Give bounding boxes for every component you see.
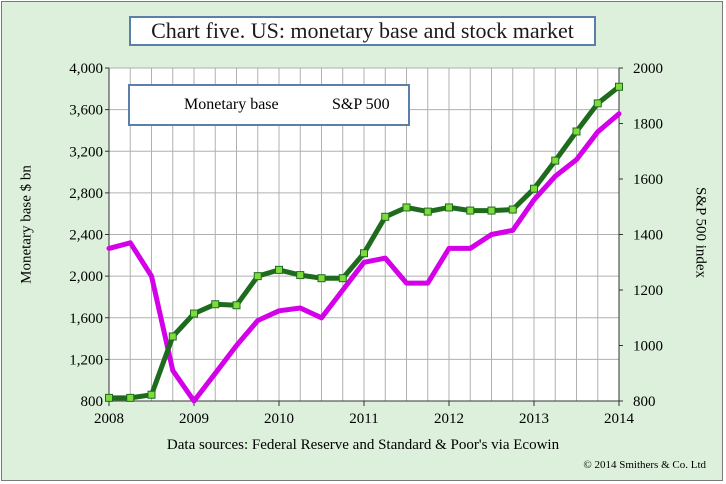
data-point-monetary-base — [275, 265, 283, 274]
y-tick-label-left: 4,000 — [69, 61, 103, 77]
y-tick-label-left: 3,600 — [69, 103, 103, 119]
y-tick-label-right: 2000 — [633, 61, 663, 77]
tick-labels: 800 1,200 1,600 2,000 2,400 2,800 3,200 3,600 4,… — [69, 61, 663, 427]
y-tick-label-right: 800 — [633, 394, 656, 410]
data-point-monetary-base — [105, 393, 113, 402]
data-source-note: Data sources: Federal Reserve and Standa… — [166, 437, 560, 453]
data-point-monetary-base — [317, 274, 326, 283]
y-tick-label-right: 1000 — [633, 339, 663, 355]
copyright: © 2014 Smithers & Co. Ltd — [583, 459, 706, 471]
data-point-monetary-base — [466, 206, 475, 215]
y-tick-label-left: 2,000 — [69, 269, 103, 285]
data-point-monetary-base — [232, 301, 241, 310]
data-point-monetary-base — [168, 332, 177, 341]
x-tick-label: 2013 — [519, 411, 549, 427]
data-point-monetary-base — [126, 393, 135, 402]
data-point-monetary-base — [211, 300, 220, 309]
data-point-monetary-base — [296, 271, 305, 280]
y-tick-label-left: 1,600 — [69, 311, 103, 327]
data-point-monetary-base — [402, 203, 411, 212]
y-tick-label-left: 2,400 — [69, 228, 103, 244]
y-axis-label-left: Monetary base $ bn — [18, 165, 35, 284]
data-point-monetary-base — [445, 203, 453, 212]
data-point-monetary-base — [253, 272, 262, 281]
data-point-monetary-base — [381, 212, 390, 221]
x-tick-label: 2009 — [179, 411, 209, 427]
series-group — [105, 82, 623, 404]
x-tick-label: 2010 — [264, 411, 294, 427]
data-point-monetary-base — [423, 207, 432, 216]
y-tick-label-left: 800 — [81, 394, 104, 410]
data-point-monetary-base — [338, 274, 347, 283]
data-point-monetary-base — [615, 82, 623, 91]
data-point-monetary-base — [190, 309, 198, 318]
y-tick-label-right: 1200 — [633, 283, 663, 299]
data-point-monetary-base — [530, 184, 538, 193]
legend-label-sp500: S&P 500 — [332, 96, 390, 113]
data-point-monetary-base — [147, 390, 156, 399]
data-point-monetary-base — [487, 206, 496, 215]
data-point-monetary-base — [508, 205, 517, 214]
series-line-sp500 — [106, 111, 622, 404]
data-point-monetary-base — [572, 127, 581, 136]
x-tick-label: 2012 — [434, 411, 464, 427]
y-tick-label-right: 1600 — [633, 172, 663, 188]
y-tick-label-left: 3,200 — [69, 144, 103, 160]
x-tick-label: 2011 — [349, 411, 378, 427]
x-tick-label: 2014 — [604, 411, 635, 427]
data-point-monetary-base — [551, 156, 560, 165]
y-tick-label-left: 1,200 — [69, 352, 103, 368]
y-tick-label-right: 1400 — [633, 228, 663, 244]
chart-title: Chart five. US: monetary base and stock … — [129, 16, 596, 46]
y-tick-label-right: 1800 — [633, 117, 663, 133]
y-tick-label-left: 2,800 — [69, 186, 103, 202]
legend: Monetary base S&P 500 — [128, 84, 410, 126]
legend-label-monetary-base: Monetary base — [184, 96, 279, 113]
x-tick-label: 2008 — [94, 411, 124, 427]
y-axis-label-right: S&P 500 index — [692, 186, 709, 279]
data-point-monetary-base — [593, 99, 602, 108]
data-point-monetary-base — [360, 249, 368, 258]
